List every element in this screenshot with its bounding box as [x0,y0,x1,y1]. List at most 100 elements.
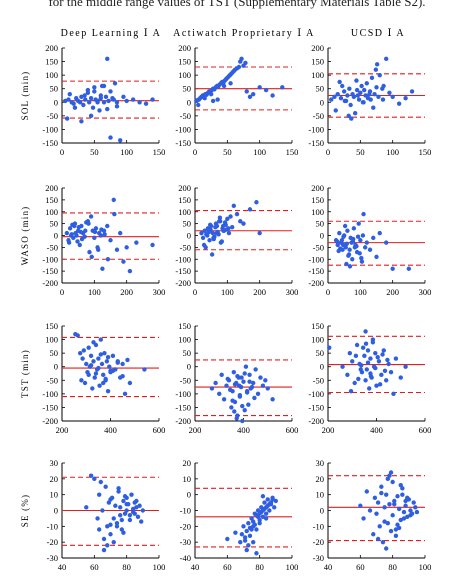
data-point [101,536,107,542]
y-tick-label: 200 [45,183,58,193]
data-point [257,511,262,516]
y-tick-label: 20 [316,474,325,484]
x-tick-label: 600 [286,425,299,435]
y-tick-label: -20 [313,537,324,547]
data-point [225,536,230,542]
data-point [202,228,207,233]
data-point [219,372,224,378]
data-point [342,98,348,104]
data-point [75,239,80,244]
data-point [220,223,226,229]
data-point [207,238,212,243]
data-point [150,97,155,102]
data-point [233,530,238,535]
data-point [381,348,386,353]
data-point [118,513,123,518]
data-point [257,85,262,90]
data-point [246,543,251,548]
data-point [127,268,133,274]
y-tick-label: 200 [178,183,191,193]
data-point [83,228,88,233]
data-point [403,96,408,101]
y-axis-label: TST (min) [20,349,30,398]
data-point [406,266,412,271]
data-point [215,97,220,102]
data-point [349,116,354,121]
y-tick-label: -50 [313,375,324,385]
x-tick-label: 150 [153,147,166,157]
data-point [260,508,266,513]
y-tick-label: -200 [175,416,191,426]
data-point [263,516,269,521]
data-point [262,500,267,505]
data-point [228,214,233,219]
data-point [84,505,89,510]
data-point [208,91,214,97]
data-point [225,376,230,382]
x-tick-label: 50 [90,147,99,157]
data-point [127,517,133,523]
data-point [82,380,88,386]
data-point [375,500,381,505]
y-tick-label: -150 [42,138,58,148]
panel-r0c1: -150 -100 -50 0 50 100 150 200 0 50 100 150 [175,43,298,157]
data-point [361,516,366,521]
x-tick-label: 100 [354,287,367,297]
data-point [77,242,82,248]
data-point [113,503,118,508]
data-point [354,87,360,93]
data-point [263,378,268,383]
data-point [347,86,352,91]
data-point [251,380,256,386]
data-point [108,238,113,243]
y-tick-label: 100 [311,335,324,345]
data-point [88,363,94,368]
data-point [111,197,116,203]
data-point [96,356,101,361]
y-tick-label: 30 [50,458,59,468]
data-point [77,350,83,356]
data-point [110,353,116,359]
y-tick-label: -50 [313,242,324,252]
data-point [143,101,149,106]
data-point [81,348,87,353]
data-point [265,386,270,391]
y-tick-label: 30 [316,458,325,468]
data-point [368,97,373,102]
data-point [96,492,102,497]
y-tick-label: 50 [50,219,59,229]
data-point [362,245,368,250]
data-point [64,230,70,236]
data-point [101,547,107,553]
data-point [79,378,84,383]
data-point [119,517,125,523]
data-point [235,374,240,379]
data-point [86,221,91,226]
data-point [231,203,236,209]
data-point [247,207,253,212]
data-point [260,494,266,499]
y-tick-label: -50 [47,111,58,121]
data-point [229,405,234,410]
data-point [118,230,123,236]
data-point [361,211,366,217]
data-point [368,356,373,361]
data-point [105,106,110,112]
y-tick-label: 150 [45,321,58,331]
data-point [221,83,227,89]
y-axis-label: SOL (min) [20,71,30,121]
data-point [76,224,82,230]
data-point [355,93,360,98]
y-tick-label: -10 [180,506,191,516]
y-tick-label: -40 [180,553,191,563]
data-point [205,233,210,238]
x-tick-label: 0 [60,287,64,297]
data-point [102,350,107,356]
data-point [352,245,358,250]
data-point [263,511,269,516]
data-point [251,519,256,524]
data-point [242,371,247,376]
data-point [372,91,377,97]
data-point [92,229,98,235]
data-point [251,91,256,97]
